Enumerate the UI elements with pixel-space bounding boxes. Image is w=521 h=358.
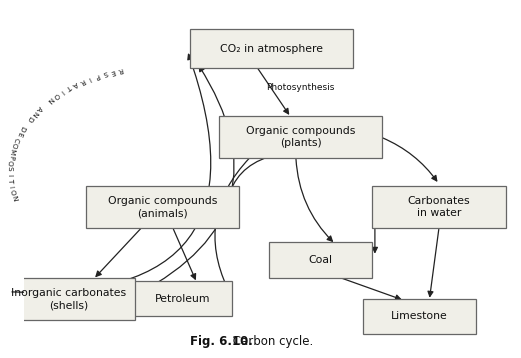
Text: R: R — [79, 77, 86, 85]
Text: I: I — [87, 75, 92, 81]
Text: M: M — [8, 147, 16, 155]
Text: T: T — [7, 178, 13, 183]
Text: Organic compounds
(plants): Organic compounds (plants) — [246, 126, 355, 148]
Text: A: A — [71, 80, 79, 88]
Text: R: R — [117, 66, 123, 73]
FancyBboxPatch shape — [269, 242, 373, 278]
Text: T: T — [65, 84, 72, 91]
Text: D: D — [18, 125, 26, 132]
Text: Coal: Coal — [308, 255, 332, 265]
FancyBboxPatch shape — [2, 278, 135, 320]
Text: Photosynthesis: Photosynthesis — [266, 83, 334, 92]
Text: O: O — [10, 142, 18, 149]
FancyBboxPatch shape — [219, 116, 382, 158]
FancyBboxPatch shape — [363, 299, 476, 334]
Text: N: N — [46, 95, 54, 103]
FancyBboxPatch shape — [373, 186, 506, 228]
Text: E: E — [109, 68, 116, 75]
Text: CO₂ in atmosphere: CO₂ in atmosphere — [220, 44, 322, 54]
Text: P: P — [94, 72, 100, 79]
Text: Limestone: Limestone — [391, 311, 448, 321]
FancyBboxPatch shape — [133, 281, 231, 316]
Text: D: D — [26, 114, 34, 122]
Text: A: A — [35, 105, 43, 112]
Text: Organic compounds
(animals): Organic compounds (animals) — [108, 196, 217, 218]
Text: P: P — [7, 154, 14, 160]
Text: I: I — [59, 88, 65, 94]
FancyBboxPatch shape — [190, 29, 353, 68]
Text: Inorganic carbonates
(shells): Inorganic carbonates (shells) — [11, 287, 126, 310]
Text: Carbon cycle.: Carbon cycle. — [229, 335, 313, 348]
Text: N: N — [10, 195, 17, 202]
Text: Petroleum: Petroleum — [154, 294, 210, 304]
Text: S: S — [6, 166, 13, 171]
Text: E: E — [15, 131, 22, 137]
Text: O: O — [8, 189, 16, 196]
Text: Carbonates
in water: Carbonates in water — [408, 196, 470, 218]
Text: C: C — [13, 136, 20, 143]
Text: O: O — [52, 91, 60, 99]
Text: N: N — [30, 109, 38, 117]
Text: I: I — [6, 174, 13, 176]
Text: I: I — [7, 185, 14, 188]
Text: O: O — [6, 160, 13, 166]
Text: Fig. 6.10.: Fig. 6.10. — [190, 335, 253, 348]
Text: S: S — [102, 69, 108, 77]
FancyBboxPatch shape — [86, 186, 239, 228]
